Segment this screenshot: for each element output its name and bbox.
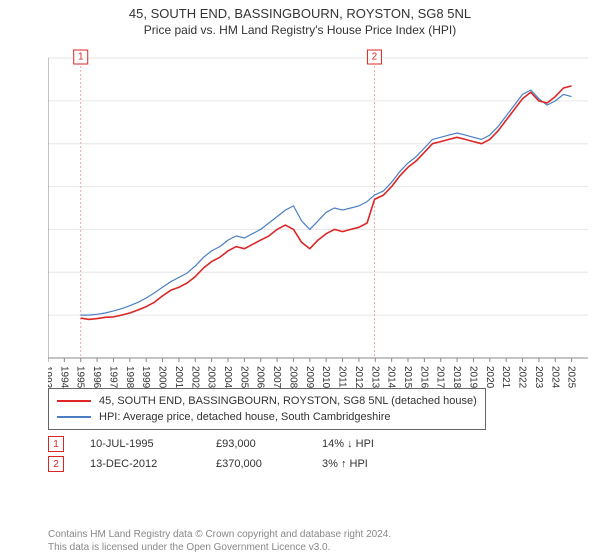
svg-text:2019: 2019 <box>467 366 478 389</box>
svg-text:1995: 1995 <box>75 366 86 389</box>
svg-text:1998: 1998 <box>124 366 135 389</box>
trade-marker: 1 <box>48 436 64 452</box>
trade-row: 1 10-JUL-1995 £93,000 14% ↓ HPI <box>48 436 568 452</box>
svg-text:2011: 2011 <box>337 366 348 388</box>
svg-text:2021: 2021 <box>500 366 511 389</box>
legend: 45, SOUTH END, BASSINGBOURN, ROYSTON, SG… <box>48 388 568 430</box>
trade-price: £370,000 <box>216 458 296 470</box>
footer-line: This data is licensed under the Open Gov… <box>48 541 391 554</box>
footer: Contains HM Land Registry data © Crown c… <box>48 528 391 554</box>
svg-text:2: 2 <box>372 52 378 63</box>
svg-text:2022: 2022 <box>517 366 528 389</box>
svg-text:2018: 2018 <box>451 366 462 389</box>
svg-text:2015: 2015 <box>402 366 413 389</box>
svg-text:2023: 2023 <box>533 366 544 389</box>
trade-delta: 3% ↑ HPI <box>322 458 422 470</box>
trade-table: 1 10-JUL-1995 £93,000 14% ↓ HPI 2 13-DEC-2012… <box>48 432 568 476</box>
trade-marker: 2 <box>48 456 64 472</box>
svg-text:2024: 2024 <box>549 366 560 389</box>
svg-text:1999: 1999 <box>140 366 151 389</box>
footer-line: Contains HM Land Registry data © Crown c… <box>48 528 391 541</box>
svg-text:2009: 2009 <box>304 366 315 389</box>
trade-price: £93,000 <box>216 438 296 450</box>
svg-text:1994: 1994 <box>58 366 69 389</box>
legend-row: 45, SOUTH END, BASSINGBOURN, ROYSTON, SG… <box>57 393 477 409</box>
svg-text:2005: 2005 <box>238 366 249 389</box>
svg-text:1997: 1997 <box>107 366 118 389</box>
chart: £0£100K£200K£300K£400K£500K£600K£700K199… <box>48 48 588 378</box>
svg-text:2013: 2013 <box>369 366 380 389</box>
svg-text:2016: 2016 <box>418 366 429 389</box>
trade-date: 13-DEC-2012 <box>90 458 190 470</box>
svg-text:2008: 2008 <box>287 366 298 389</box>
trade-delta: 14% ↓ HPI <box>322 438 422 450</box>
chart-title: 45, SOUTH END, BASSINGBOURN, ROYSTON, SG… <box>0 0 600 21</box>
chart-subtitle: Price paid vs. HM Land Registry's House … <box>0 21 600 41</box>
trade-row: 2 13-DEC-2012 £370,000 3% ↑ HPI <box>48 456 568 472</box>
trade-date: 10-JUL-1995 <box>90 438 190 450</box>
svg-text:2007: 2007 <box>271 366 282 389</box>
legend-row: HPI: Average price, detached house, Sout… <box>57 409 477 425</box>
svg-text:1996: 1996 <box>91 366 102 389</box>
svg-text:2014: 2014 <box>386 366 397 389</box>
svg-text:2000: 2000 <box>157 366 168 389</box>
svg-text:2004: 2004 <box>222 366 233 389</box>
svg-text:2025: 2025 <box>566 366 577 389</box>
svg-text:2003: 2003 <box>206 366 217 389</box>
svg-text:1: 1 <box>78 52 84 63</box>
svg-text:2020: 2020 <box>484 366 495 389</box>
svg-text:2017: 2017 <box>435 366 446 389</box>
legend-label: HPI: Average price, detached house, Sout… <box>99 409 390 425</box>
svg-text:2001: 2001 <box>173 366 184 389</box>
legend-swatch <box>57 400 91 402</box>
svg-text:1993: 1993 <box>48 366 53 389</box>
svg-text:2006: 2006 <box>255 366 266 389</box>
legend-label: 45, SOUTH END, BASSINGBOURN, ROYSTON, SG… <box>99 393 477 409</box>
svg-text:2010: 2010 <box>320 366 331 389</box>
svg-text:2012: 2012 <box>353 366 364 389</box>
legend-swatch <box>57 416 91 418</box>
svg-text:2002: 2002 <box>189 366 200 389</box>
